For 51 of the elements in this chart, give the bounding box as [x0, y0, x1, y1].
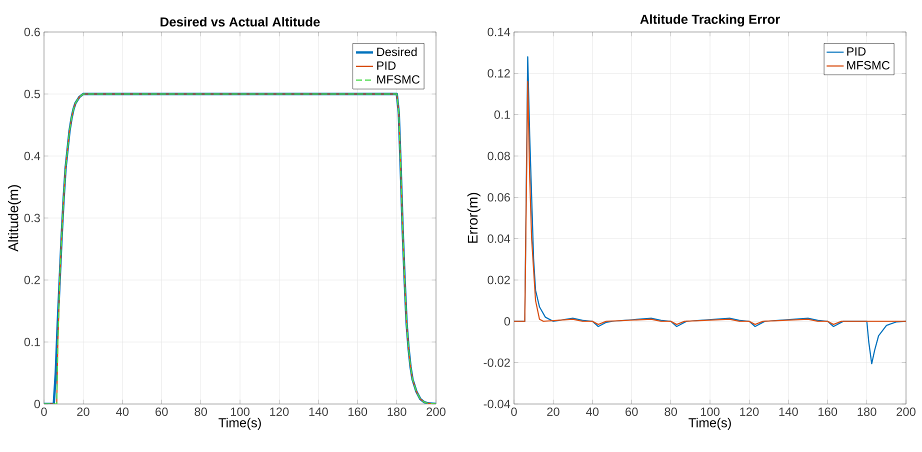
- y-tick-label: -0.02: [484, 358, 510, 367]
- line-series: [514, 81, 906, 326]
- y-tick-label: 0: [504, 317, 510, 326]
- y-tick-label: 0.04: [488, 234, 510, 243]
- legend-label: MFSMC: [847, 61, 890, 70]
- x-tick-label: 180: [858, 408, 876, 416]
- legend-label: Desired: [377, 47, 417, 56]
- x-tick-label: 60: [156, 408, 168, 416]
- x-tick-label: 40: [116, 408, 129, 416]
- y-tick-label: 0.5: [24, 90, 40, 98]
- y-tick-label: 0.1: [494, 110, 510, 119]
- y-tick-label: 0.6: [24, 28, 40, 36]
- y-tick-label: 0.06: [488, 193, 510, 202]
- x-tick-label: 60: [626, 408, 638, 416]
- x-axis-title: Time(s): [688, 418, 731, 430]
- legend-label: PID: [847, 47, 866, 56]
- y-axis-title: Error(m): [467, 192, 480, 243]
- y-tick-label: 0.08: [488, 152, 510, 160]
- x-axis-title: Time(s): [218, 418, 261, 430]
- y-tick-label: 0.02: [488, 276, 510, 284]
- y-axis-title: Altitude(m): [8, 185, 22, 252]
- x-tick-label: 160: [818, 408, 838, 416]
- chart-title: Altitude Tracking Error: [640, 14, 780, 27]
- x-tick-label: 120: [270, 408, 289, 416]
- x-tick-label: 160: [348, 408, 368, 416]
- y-tick-label: 0.3: [24, 214, 40, 222]
- x-tick-label: 80: [664, 408, 677, 416]
- y-tick-label: 0.2: [24, 276, 40, 284]
- y-tick-label: 0.14: [488, 28, 510, 36]
- x-tick-label: 40: [586, 408, 599, 416]
- x-tick-label: 200: [896, 408, 916, 416]
- x-tick-label: 140: [309, 408, 328, 416]
- x-tick-label: 120: [740, 408, 759, 416]
- x-tick-label: 80: [194, 408, 207, 416]
- x-tick-label: 100: [230, 408, 250, 416]
- x-tick-label: 20: [77, 408, 90, 416]
- x-tick-label: 0: [511, 408, 517, 416]
- y-tick-label: 0: [34, 400, 40, 408]
- y-tick-label: -0.04: [484, 400, 510, 408]
- x-tick-label: 100: [700, 408, 720, 416]
- x-tick-label: 180: [388, 408, 406, 416]
- y-tick-label: 0.4: [24, 152, 40, 160]
- y-tick-label: 0.12: [488, 69, 510, 78]
- chart-title: Desired vs Actual Altitude: [160, 16, 320, 27]
- x-tick-label: 0: [41, 408, 47, 416]
- x-tick-label: 140: [779, 408, 798, 416]
- x-tick-label: 200: [426, 408, 446, 416]
- y-tick-label: 0.1: [24, 338, 40, 346]
- legend-label: PID: [377, 61, 396, 70]
- x-tick-label: 20: [547, 408, 560, 416]
- legend-label: MFSMC: [377, 75, 420, 84]
